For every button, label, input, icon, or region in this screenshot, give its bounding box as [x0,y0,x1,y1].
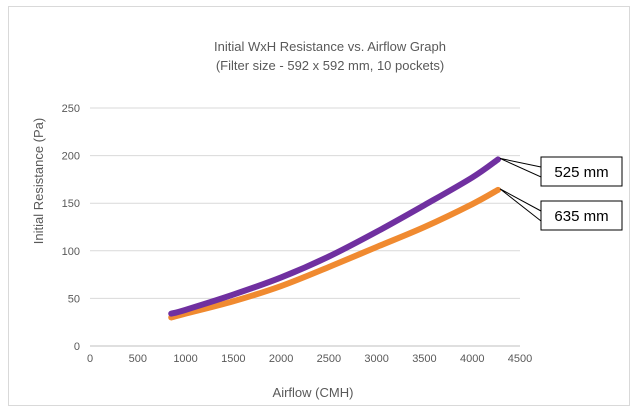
callout-pointer [499,188,542,223]
x-tick-labels: 0 500 1000 1500 2000 2500 3000 3500 4000 4500 [87,353,532,365]
series-label: 635 mm [554,208,608,225]
x-tick-label: 3000 [364,353,388,365]
x-tick-label: 2500 [317,353,341,365]
callout-box [540,200,623,231]
series-line [168,186,502,321]
y-tick-label: 100 [62,246,80,258]
x-tick-label: 500 [129,353,147,365]
gridlines [90,107,520,347]
series-label: 525 mm [554,164,608,181]
x-tick-label: 4000 [460,353,484,365]
series-lines [168,156,502,321]
y-tick-label: 150 [62,198,80,210]
chart-subtitle: (Filter size - 592 x 592 mm, 10 pockets) [216,58,444,73]
series-line [168,156,502,317]
x-tick-label: 1500 [221,353,245,365]
x-tick-label: 4500 [508,353,532,365]
chart-title: Initial WxH Resistance vs. Airflow Graph [214,39,446,54]
y-axis-label: Initial Resistance (Pa) [31,118,46,244]
y-tick-label: 0 [74,341,80,353]
callout-box [540,156,623,187]
x-tick-label: 0 [87,353,93,365]
callout-pointer [499,157,542,178]
y-tick-label: 50 [68,293,80,305]
x-tick-label: 3500 [412,353,436,365]
x-tick-label: 2000 [269,353,293,365]
y-tick-label: 250 [62,103,80,115]
y-tick-labels: 0 50 100 150 200 250 [62,103,80,353]
x-tick-label: 1000 [173,353,197,365]
y-tick-label: 200 [62,151,80,163]
x-axis-label: Airflow (CMH) [273,385,354,400]
series-callouts: 525 mm 635 mm [499,156,623,231]
